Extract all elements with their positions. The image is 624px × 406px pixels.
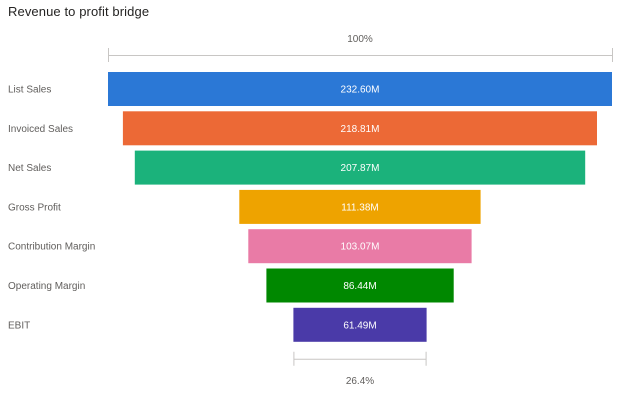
funnel-bar[interactable] <box>134 150 586 185</box>
value-label: 218.81M <box>341 124 380 135</box>
funnel-bar[interactable] <box>248 229 472 264</box>
value-label: 61.49M <box>343 320 376 331</box>
funnel-bar[interactable] <box>122 111 598 146</box>
bottom-percent-label: 26.4% <box>346 376 374 387</box>
value-label: 232.60M <box>341 85 380 96</box>
value-labels: 232.60M 218.81M 207.87M 111.38M 103.07M 86.44… <box>341 85 380 332</box>
funnel-bar[interactable] <box>293 307 427 342</box>
funnel-bars <box>108 72 612 342</box>
category-label: EBIT <box>8 320 30 331</box>
bottom-percent-bracket <box>293 351 427 366</box>
funnel-bar[interactable] <box>108 72 612 106</box>
top-percent-bracket <box>108 48 613 62</box>
value-label: 103.07M <box>341 242 380 253</box>
category-label: Invoiced Sales <box>8 124 73 135</box>
category-label: Net Sales <box>8 163 51 174</box>
value-label: 111.38M <box>341 202 378 213</box>
category-label: Gross Profit <box>8 202 61 213</box>
funnel-bar[interactable] <box>266 268 454 303</box>
bottom-bracket-line <box>293 351 427 366</box>
category-labels: List Sales Invoiced Sales Net Sales Gross P… <box>8 85 95 332</box>
category-label: Operating Margin <box>8 281 85 292</box>
chart-title: Revenue to profit bridge <box>8 4 150 19</box>
value-label: 86.44M <box>343 281 376 292</box>
top-percent-label: 100% <box>347 34 373 45</box>
category-label: Contribution Margin <box>8 242 95 253</box>
funnel-bar[interactable] <box>239 189 481 224</box>
value-label: 207.87M <box>341 163 380 174</box>
category-label: List Sales <box>8 85 51 96</box>
